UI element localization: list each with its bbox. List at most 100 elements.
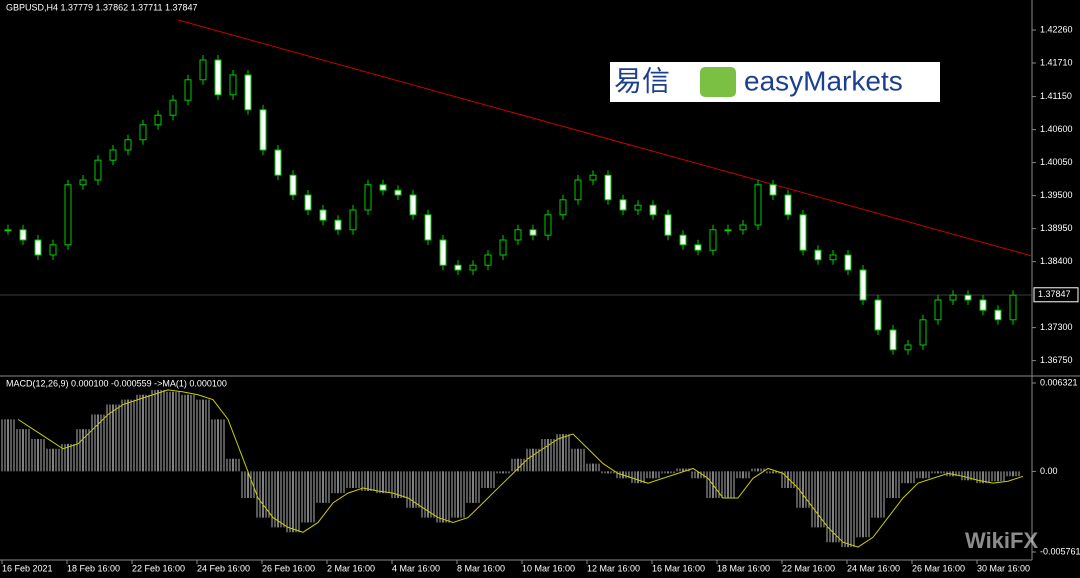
logo: 易信 easyMarkets [610, 62, 940, 102]
candle-body [994, 309, 1002, 321]
date-label: 26 Mar 16:00 [912, 563, 965, 573]
candle-body [589, 174, 597, 181]
candle-body [979, 299, 987, 311]
date-label: 2 Mar 16:00 [327, 563, 375, 573]
candle-body [454, 264, 462, 271]
date-label: 16 Feb 2021 [2, 563, 53, 573]
candle-body [154, 114, 162, 126]
current-price-label: 1.37847 [1038, 289, 1071, 299]
candle-body [559, 199, 567, 216]
price-label: 1.41150 [1040, 91, 1072, 101]
date-label: 18 Mar 16:00 [717, 563, 770, 573]
candle-body [499, 239, 507, 256]
symbol-header: GBPUSD,H4 1.37779 1.37862 1.37711 1.3784… [6, 2, 197, 12]
date-label: 22 Feb 16:00 [132, 563, 185, 573]
price-label: 1.40600 [1040, 124, 1073, 134]
date-label: 24 Mar 16:00 [847, 563, 900, 573]
candle-body [604, 174, 612, 201]
candle-body [874, 299, 882, 331]
candle-body [904, 344, 912, 351]
candle-body [769, 184, 777, 196]
date-label: 8 Mar 16:00 [457, 563, 505, 573]
candle-body [379, 184, 387, 191]
candle-body [349, 209, 357, 231]
candle-body [274, 149, 282, 176]
date-label: 16 Mar 16:00 [652, 563, 705, 573]
date-label: 24 Feb 16:00 [197, 563, 250, 573]
candle-body [1009, 294, 1017, 321]
candle-body [424, 214, 432, 241]
macd-label: 0.006321 [1040, 377, 1078, 387]
candle-body [709, 229, 717, 251]
candle-body [244, 74, 252, 111]
price-label: 1.36750 [1040, 355, 1073, 365]
candle-body [859, 269, 867, 301]
candle-body [124, 139, 132, 151]
candle-body [484, 254, 492, 266]
candle-body [934, 299, 942, 321]
date-label: 30 Mar 16:00 [977, 563, 1030, 573]
price-label: 1.38400 [1040, 256, 1073, 266]
logo-box [610, 62, 940, 102]
candle-body [184, 79, 192, 101]
candle-body [814, 249, 822, 261]
logo-icon [700, 67, 736, 97]
date-label: 18 Feb 16:00 [67, 563, 120, 573]
date-label: 12 Mar 16:00 [587, 563, 640, 573]
candle-body [34, 239, 42, 256]
candle-body [49, 244, 57, 256]
candle-body [829, 254, 837, 261]
candle-body [844, 254, 852, 271]
candle-body [214, 59, 222, 96]
candle-body [574, 179, 582, 201]
candle-body [394, 189, 402, 196]
watermark: WikiFX [965, 528, 1038, 553]
price-label: 1.42260 [1040, 24, 1073, 34]
candle-body [364, 184, 372, 211]
date-label: 26 Feb 16:00 [262, 563, 315, 573]
candle-body [664, 214, 672, 236]
candle-body [169, 99, 177, 116]
candle-body [649, 204, 657, 216]
candle-body [94, 159, 102, 181]
candle-body [889, 329, 897, 351]
candle-body [19, 229, 27, 241]
candle-body [964, 294, 972, 301]
date-label: 10 Mar 16:00 [522, 563, 575, 573]
candle-body [694, 244, 702, 251]
candle-body [79, 179, 87, 186]
candle-body [619, 199, 627, 211]
candle-body [439, 239, 447, 266]
candle-body [4, 229, 12, 232]
price-label: 1.37300 [1040, 322, 1073, 332]
candle-body [799, 214, 807, 251]
candle-body [334, 219, 342, 231]
candle-body [409, 194, 417, 216]
price-label: 1.40050 [1040, 157, 1073, 167]
candle-body [949, 294, 957, 301]
macd-label: 0.00 [1040, 466, 1058, 476]
candle-body [229, 74, 237, 96]
price-label: 1.41710 [1040, 57, 1073, 67]
candle-body [544, 214, 552, 236]
candle-body [259, 109, 267, 151]
candle-body [319, 209, 327, 221]
logo-en: easyMarkets [744, 65, 903, 96]
candle-body [139, 124, 147, 141]
candle-body [64, 184, 72, 246]
candle-body [784, 194, 792, 216]
trend-line [177, 19, 1033, 257]
macd-label: -0.005761 [1040, 546, 1080, 556]
candle-body [289, 174, 297, 196]
price-label: 1.39500 [1040, 190, 1073, 200]
candle-body [514, 229, 522, 241]
candle-body [919, 319, 927, 346]
candle-body [109, 149, 117, 161]
logo-cn: 易信 [614, 65, 670, 96]
price-label: 1.38950 [1040, 223, 1073, 233]
candle-body [529, 229, 537, 236]
candle-body [199, 59, 207, 81]
date-label: 4 Mar 16:00 [392, 563, 440, 573]
